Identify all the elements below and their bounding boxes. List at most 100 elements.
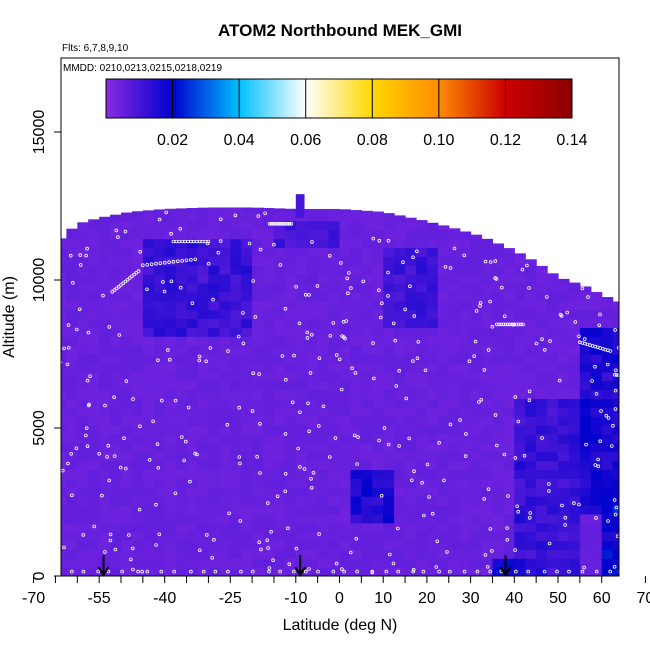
heat-cell [405,442,417,453]
heat-cell [252,398,264,408]
sample-point [162,289,167,294]
heat-cell [34,310,46,319]
heat-cell [568,389,581,399]
heat-cell [197,282,209,293]
heat-cell [448,469,461,479]
heat-cell [306,362,319,373]
heat-cell [61,274,67,284]
heat-cell [252,478,264,488]
heat-cell [295,531,308,542]
heat-cell [448,345,461,355]
heat-cell [350,380,362,391]
heat-cell [372,220,384,231]
sample-point [57,570,60,573]
heat-cell [415,407,428,417]
heat-cell [470,504,483,515]
heat-cell [624,514,636,523]
heat-cell [415,229,428,240]
heat-cell [372,282,384,293]
heat-cell [66,389,78,399]
heat-cell [273,407,286,417]
heat-cell [306,327,319,337]
heat-cell [66,362,78,373]
heat-cell [645,452,650,461]
heat-cell [645,311,650,319]
heat-cell [175,345,188,355]
heat-cell [66,229,78,240]
heat-cell [415,220,428,222]
heat-cell [634,434,646,443]
heat-cell [426,247,439,257]
heat-cell [383,531,395,542]
heat-cell [448,247,461,257]
heat-cell [579,469,592,479]
sample-point [56,487,59,490]
sample-point [74,446,79,451]
heat-cell [481,540,494,550]
heat-cell [121,318,133,328]
sample-point [258,421,262,426]
heat-cell [306,442,319,453]
heat-cell [372,309,384,320]
heat-cell [492,487,504,497]
heat-cell [208,229,220,240]
heat-cell [99,460,111,471]
heat-cell [99,549,111,559]
heat-cell [394,558,406,568]
heat-cell [612,398,619,408]
heat-cell [77,336,89,346]
heat-cell [219,558,231,568]
heat-cell [99,247,111,257]
heat-cell [492,247,504,257]
sample-point [184,439,188,444]
heat-cell [415,336,428,346]
heat-cell [481,247,494,257]
heat-cell [415,300,428,311]
colorbar-segment [319,79,324,118]
heat-cell [536,300,548,311]
heat-cell [394,229,406,240]
sample-point [505,537,510,542]
sample-point [52,342,55,345]
heat-cell [153,300,166,311]
heat-cell [273,274,286,284]
heat-cell [579,362,592,373]
heat-cell [448,274,461,284]
sample-point [85,378,90,383]
sample-point [151,419,155,424]
heat-cell [470,460,483,471]
heat-cell [547,540,559,550]
heat-cell [186,531,199,542]
heat-cell [110,214,122,222]
heat-cell [514,336,526,346]
sample-point [345,276,350,281]
heat-cell [579,496,592,506]
sample-point [169,231,173,236]
heat-cell [306,407,319,417]
heat-cell [536,558,548,568]
heat-cell [175,238,188,249]
heat-cell [186,416,199,426]
sample-point [164,210,169,215]
heat-cell [175,300,188,311]
heat-cell [361,211,373,222]
heat-cell [45,372,57,381]
sample-point [84,433,88,438]
sample-point [354,536,359,541]
heat-cell [579,513,592,524]
heat-cell [219,513,231,524]
heat-cell [481,487,494,497]
heat-cell [121,416,133,426]
heat-cell [230,433,242,444]
heat-cell [99,425,111,435]
heat-cell [121,478,133,488]
sample-point [141,263,145,268]
heat-cell [470,265,483,275]
heat-cell [99,442,111,453]
heat-cell [558,407,570,417]
heat-cell [547,345,559,355]
heat-cell [361,558,373,568]
heat-cell [241,416,253,426]
heat-cell [328,362,341,373]
heat-cell [164,504,177,515]
